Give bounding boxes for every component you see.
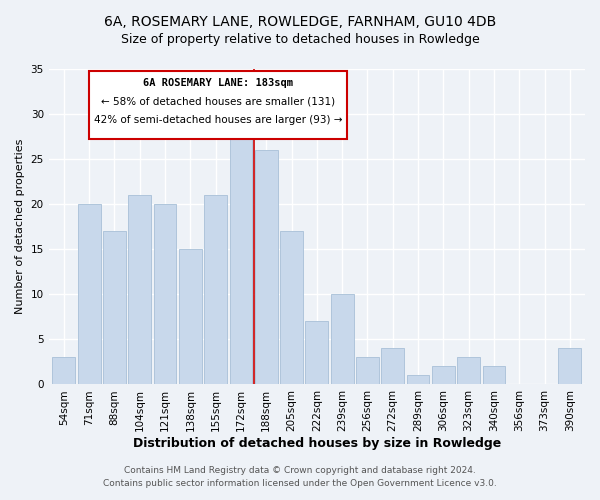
Bar (154, 204, 176, 384)
Bar (179, 250, 202, 384)
Text: Contains HM Land Registry data © Crown copyright and database right 2024.
Contai: Contains HM Land Registry data © Crown c… (103, 466, 497, 487)
Bar (204, 195, 227, 384)
Bar (331, 294, 353, 384)
Text: 42% of semi-detached houses are larger (93) →: 42% of semi-detached houses are larger (… (94, 116, 343, 126)
Bar (559, 348, 581, 384)
Text: Size of property relative to detached houses in Rowledge: Size of property relative to detached ho… (121, 32, 479, 46)
Bar (382, 348, 404, 384)
Bar (432, 366, 455, 384)
FancyBboxPatch shape (89, 71, 347, 140)
Text: 6A ROSEMARY LANE: 183sqm: 6A ROSEMARY LANE: 183sqm (143, 78, 293, 88)
Bar (457, 358, 480, 384)
Bar (78, 204, 101, 384)
Bar (128, 195, 151, 384)
Y-axis label: Number of detached properties: Number of detached properties (15, 139, 25, 314)
Text: 6A, ROSEMARY LANE, ROWLEDGE, FARNHAM, GU10 4DB: 6A, ROSEMARY LANE, ROWLEDGE, FARNHAM, GU… (104, 15, 496, 29)
Bar (280, 231, 303, 384)
Bar (52, 358, 75, 384)
Bar (103, 231, 126, 384)
Text: ← 58% of detached houses are smaller (131): ← 58% of detached houses are smaller (13… (101, 96, 335, 106)
Bar (407, 376, 430, 384)
Bar (230, 132, 253, 384)
Bar (305, 322, 328, 384)
Bar (356, 358, 379, 384)
X-axis label: Distribution of detached houses by size in Rowledge: Distribution of detached houses by size … (133, 437, 501, 450)
Bar (482, 366, 505, 384)
Bar (255, 150, 278, 384)
